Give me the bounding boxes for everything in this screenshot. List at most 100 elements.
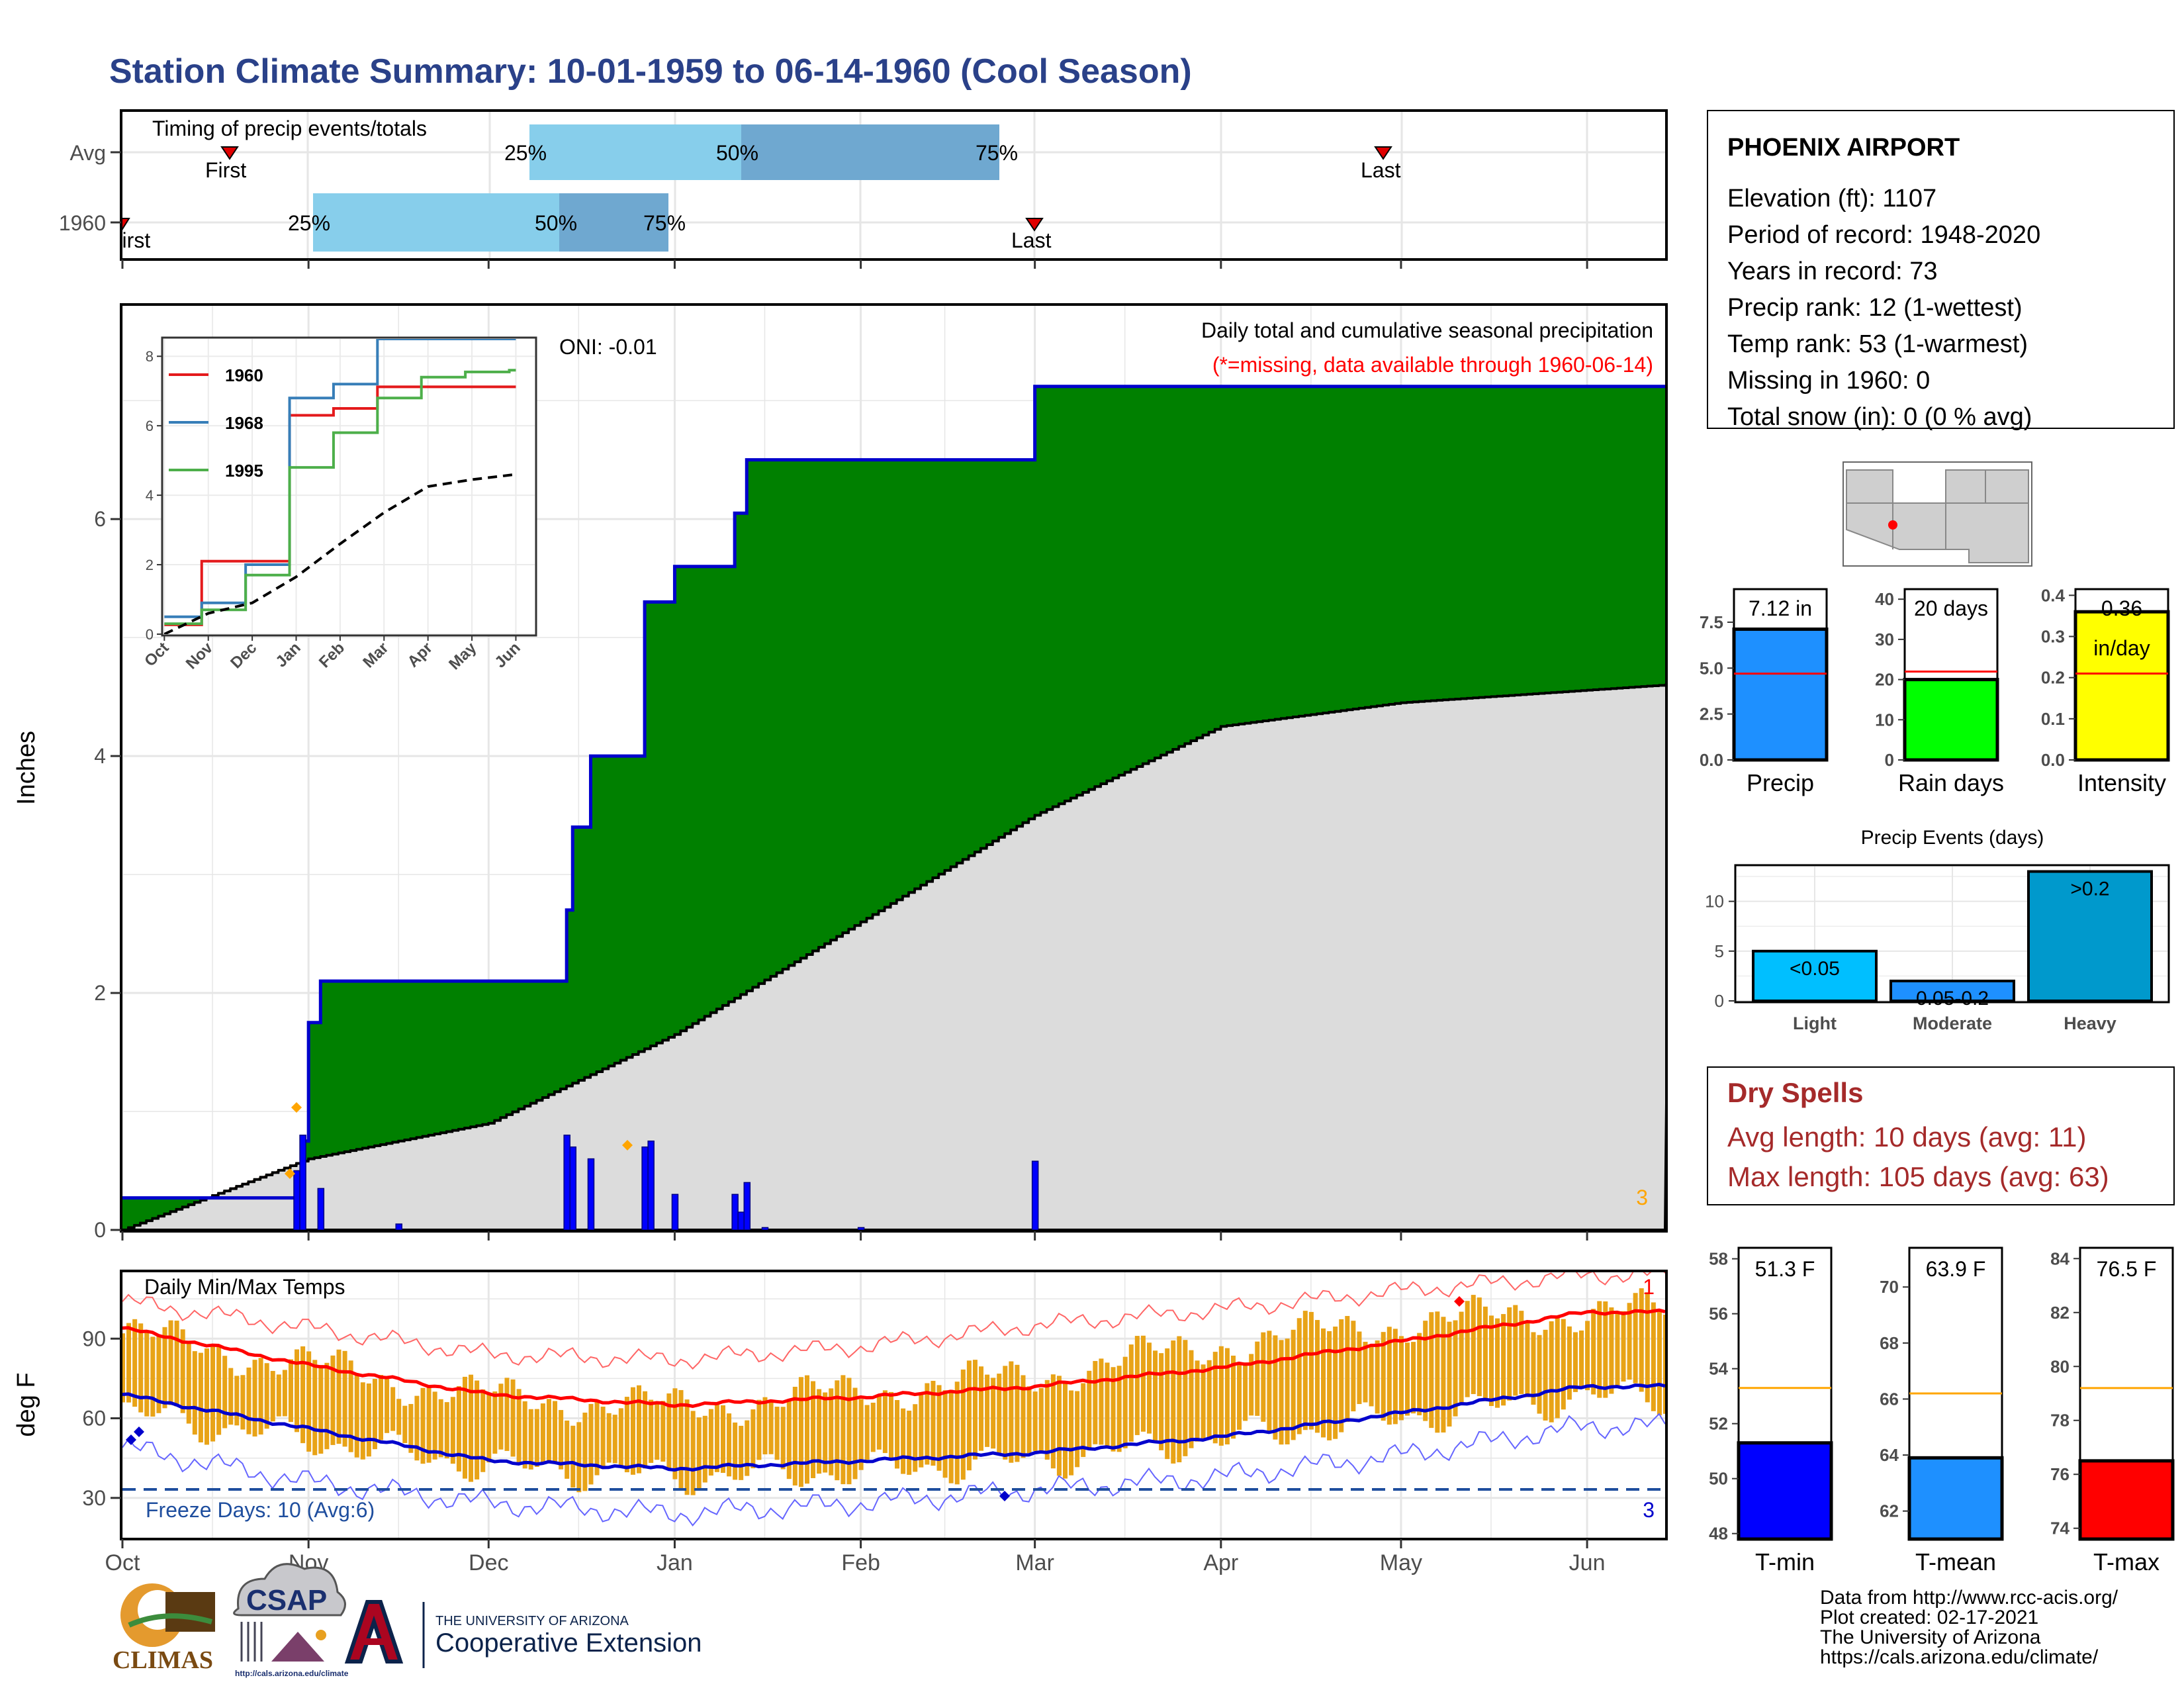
- daily-temp-bar: [739, 1425, 744, 1480]
- timing-avg-q1-bar: [529, 124, 741, 180]
- timing-1960-q2-bar: [559, 193, 668, 252]
- daily-temp-bar: [504, 1378, 510, 1451]
- daily-temp-bar: [522, 1401, 527, 1469]
- mini-bar-name: Intensity: [2077, 769, 2166, 796]
- daily-temp-bar: [972, 1360, 978, 1460]
- daily-temp-bar: [324, 1362, 330, 1450]
- temp-stat-y-tick-label: 84: [2050, 1248, 2070, 1268]
- temp-record-marker: [999, 1491, 1010, 1501]
- mini-bar: [2073, 610, 2170, 762]
- daily-temp-bar: [553, 1401, 558, 1463]
- daily-temp-bar: [876, 1395, 882, 1450]
- precip-caption: Daily total and cumulative seasonal prec…: [1201, 318, 1653, 342]
- daily-temp-bar: [1651, 1302, 1656, 1411]
- daily-temp-bar: [246, 1367, 251, 1434]
- daily-temp-bar: [985, 1374, 990, 1447]
- daily-temp-bar: [1392, 1329, 1398, 1425]
- daily-temp-bar: [762, 1397, 768, 1455]
- event-bar: [1752, 949, 1878, 1003]
- daily-temp-bar: [1105, 1362, 1110, 1448]
- daily-temp-bar: [540, 1403, 545, 1463]
- daily-temp-bar: [1339, 1319, 1344, 1432]
- daily-temp-bar: [295, 1349, 300, 1432]
- daily-temp-bar: [1597, 1301, 1602, 1398]
- daily-temp-bar: [1507, 1307, 1512, 1401]
- daily-temp-bar: [936, 1385, 942, 1471]
- daily-precip-bar: [641, 1146, 649, 1230]
- footer-line: The University of Arizona: [1820, 1626, 2041, 1648]
- daily-temp-bar: [288, 1359, 293, 1423]
- daily-temp-bar: [336, 1349, 341, 1444]
- dry-spells-avg: Avg length: 10 days (avg: 11): [1727, 1121, 2086, 1152]
- daily-temp-bar: [330, 1355, 336, 1445]
- daily-temp-bar: [1111, 1367, 1116, 1452]
- x-tick-label: Jan: [657, 1550, 693, 1575]
- daily-temp-bar: [870, 1402, 876, 1452]
- daily-temp-bar: [469, 1374, 474, 1482]
- temp-record-marker: [1454, 1296, 1465, 1307]
- daily-temp-bar: [576, 1422, 582, 1493]
- daily-temp-bar: [360, 1382, 365, 1460]
- daily-temp-bar: [396, 1399, 402, 1435]
- footer-line: Plot created: 02-17-2021: [1820, 1607, 2038, 1628]
- daily-temp-bar: [312, 1360, 318, 1456]
- daily-temp-bar: [1201, 1364, 1206, 1439]
- daily-temp-bar: [528, 1409, 533, 1470]
- daily-temp-bar: [841, 1375, 846, 1485]
- inset-series-line: [164, 339, 516, 618]
- mini-bar-chart-rain-days: 0 10 20 30 40 20 days Rain days: [1875, 588, 2004, 796]
- inset-legend-1960: 1960: [225, 365, 263, 385]
- daily-temp-bar: [1645, 1292, 1650, 1403]
- inset-legend: 1960 1968 1995: [169, 365, 263, 481]
- events-x-tick-label: Light: [1793, 1013, 1837, 1033]
- daily-temp-bar: [1531, 1332, 1536, 1405]
- daily-temp-bar: [354, 1373, 359, 1458]
- timing-panel: Timing of precip events/totals 25% 50% 7…: [59, 109, 1668, 269]
- timing-1960-last: Last: [1011, 228, 1052, 252]
- daily-temp-bar: [228, 1368, 234, 1425]
- daily-temp-bar: [997, 1374, 1002, 1454]
- daily-temp-bar: [1134, 1336, 1140, 1435]
- inset-y-tick-label: 0: [146, 626, 154, 643]
- footer-line: https://cals.arizona.edu/climate/: [1820, 1646, 2099, 1668]
- daily-temp-bar: [300, 1346, 306, 1444]
- daily-temp-bar: [306, 1351, 312, 1452]
- daily-temp-bar: [174, 1321, 179, 1407]
- daily-temp-bar: [1441, 1317, 1446, 1433]
- temp-stat-name: T-max: [2093, 1548, 2160, 1575]
- daily-temp-bar: [835, 1380, 840, 1481]
- daily-temp-bar: [1375, 1340, 1380, 1414]
- events-y-tick-label: 5: [1715, 941, 1724, 961]
- daily-temp-bar: [1050, 1374, 1056, 1469]
- daily-precip-bar: [317, 1188, 325, 1230]
- daily-temp-bar: [1177, 1336, 1182, 1463]
- daily-temp-bar: [618, 1408, 623, 1468]
- mini-y-tick-label: 10: [1875, 710, 1894, 729]
- y-tick-label: 2: [94, 981, 106, 1005]
- daily-temp-bar: [882, 1390, 887, 1454]
- daily-temp-bar: [1429, 1312, 1434, 1429]
- daily-temp-bar: [1411, 1342, 1416, 1414]
- daily-temp-bar: [774, 1407, 780, 1460]
- daily-temp-bar: [1218, 1346, 1224, 1446]
- inset-legend-1995: 1995: [225, 461, 263, 481]
- timing-avg-25: 25%: [504, 141, 547, 165]
- daily-temp-bar: [492, 1391, 498, 1454]
- mini-bar-value: 20 days: [1914, 596, 1988, 620]
- daily-temp-bar: [1297, 1318, 1302, 1434]
- daily-temp-bar: [954, 1382, 960, 1485]
- daily-temp-bar: [1369, 1345, 1374, 1407]
- events-y-tick-label: 10: [1705, 892, 1724, 912]
- precip-record-marker: [285, 1168, 295, 1179]
- temp-count-bottom: 3: [1643, 1498, 1655, 1522]
- daily-temp-bar: [804, 1375, 809, 1484]
- daily-temp-bar: [444, 1402, 449, 1459]
- daily-temp-bar: [1093, 1360, 1098, 1444]
- daily-temp-bar: [1249, 1354, 1254, 1416]
- daily-temp-bar: [498, 1383, 504, 1450]
- daily-temp-bar: [486, 1394, 492, 1463]
- temp-stat-y-tick-label: 56: [1709, 1304, 1728, 1324]
- mini-y-tick-label: 0: [1885, 750, 1894, 770]
- temp-stat-name: T-mean: [1915, 1548, 1996, 1575]
